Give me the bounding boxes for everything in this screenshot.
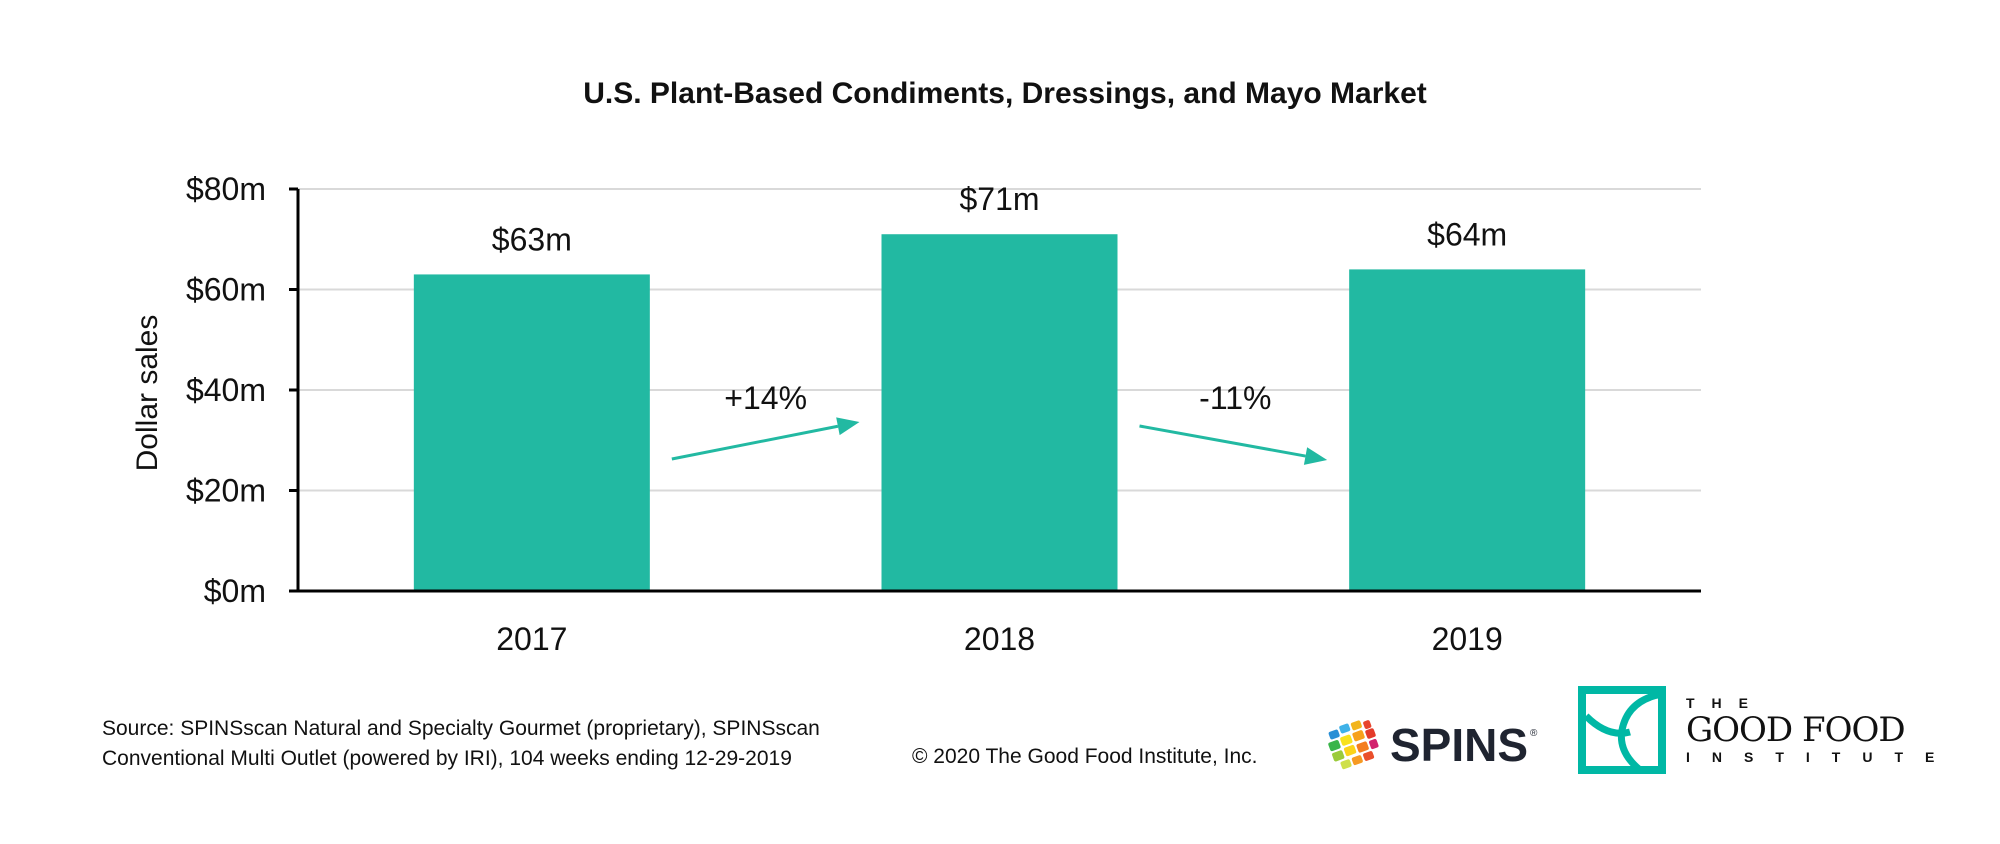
gfi-institute: INSTITUTE [1686,749,1957,765]
y-axis-title: Dollar sales [131,315,164,472]
change-arrow-head [836,417,860,436]
copyright-text: © 2020 The Good Food Institute, Inc. [912,745,1258,768]
data-labels: $63m $71m $64m [492,181,1507,257]
bar-2018 [881,234,1118,591]
bar-2019 [1349,269,1586,591]
x-tick-label-2019: 2019 [1432,621,1503,657]
x-tick-label-2017: 2017 [496,621,567,657]
registered-mark: ® [1530,728,1538,739]
source-line-1: Source: SPINSscan Natural and Specialty … [102,717,820,740]
y-tick-label: $0m [204,573,266,609]
gfi-the: THE [1686,695,1765,711]
change-label: +14% [724,380,807,416]
bar-chart: U.S. Plant-Based Condiments, Dressings, … [131,77,1701,657]
spins-wordmark: SPINS [1390,719,1529,771]
y-tick-label: $40m [186,372,266,408]
data-label-2017: $63m [492,221,572,257]
change-annotations: +14% -11% [671,380,1328,465]
gfi-wordmark: GOOD FOOD [1686,710,1906,750]
bar-2017 [413,274,650,591]
y-tick-label: $20m [186,473,266,509]
spins-globe-icon [1328,720,1379,770]
axes [289,187,1701,593]
change-arrow-shaft [1139,424,1306,458]
change-arrow-head [1303,447,1328,465]
change-arrow-shaft [671,424,839,461]
data-label-2018: $71m [959,181,1039,217]
change-label: -11% [1199,380,1271,416]
gfi-leaf-icon [1578,686,1666,774]
gfi-logo: THE GOOD FOOD INSTITUTE [1578,686,1956,774]
data-label-2019: $64m [1427,216,1507,252]
bars [413,234,1586,591]
x-tick-labels: 2017 2018 2019 [496,621,1503,657]
y-tick-label: $60m [186,272,266,308]
spins-logo: SPINS ® [1326,718,1537,772]
source-note: Source: SPINSscan Natural and Specialty … [102,714,820,774]
y-tick-labels: $0m $20m $40m $60m $80m [186,171,266,609]
y-tick-label: $80m [186,171,266,207]
chart-title: U.S. Plant-Based Condiments, Dressings, … [583,77,1427,110]
source-line-2: Conventional Multi Outlet (powered by IR… [102,747,792,770]
x-tick-label-2018: 2018 [964,621,1035,657]
